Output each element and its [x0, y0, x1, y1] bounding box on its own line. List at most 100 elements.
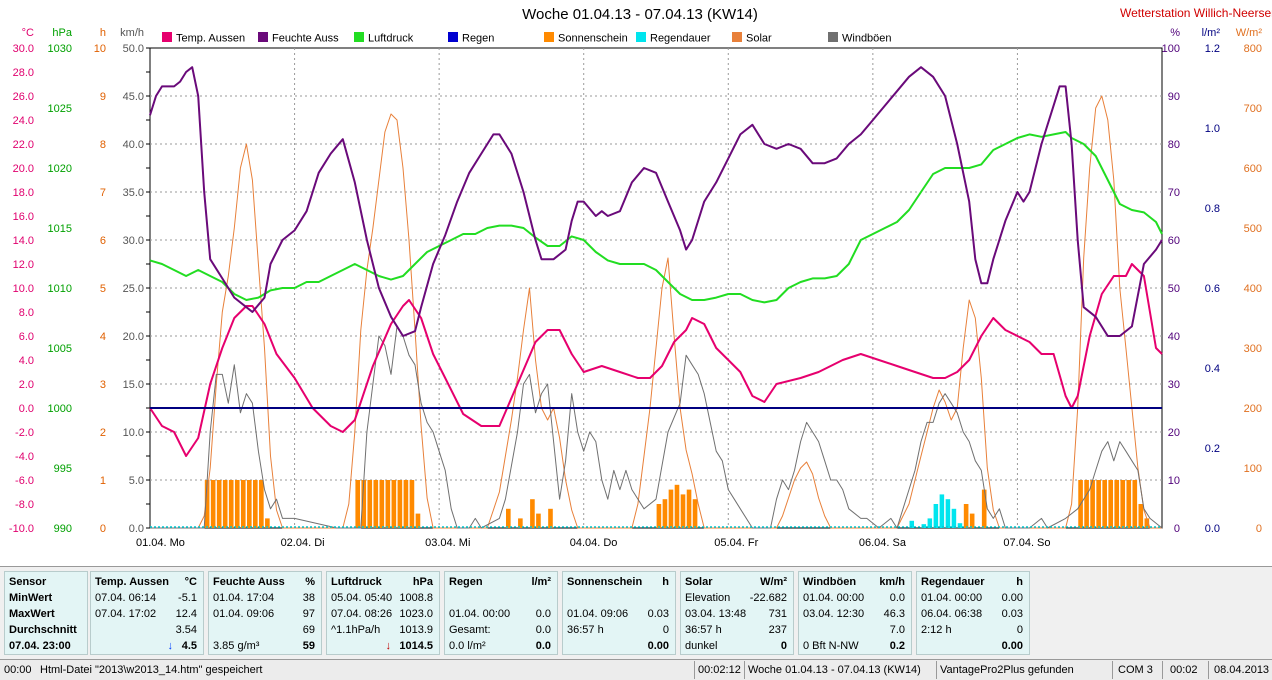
- sunshine-bar: [662, 499, 668, 528]
- axis-tick-label: 10.0: [123, 427, 144, 439]
- axis-tick-label: 20: [1168, 427, 1180, 439]
- status-date: 08.04.2013: [1214, 664, 1270, 676]
- sunshine-bar: [210, 480, 216, 528]
- legend-swatch: [732, 32, 742, 42]
- axis-tick-label: 16.0: [13, 211, 34, 223]
- stats-humid-max: 97: [302, 608, 315, 620]
- axis-tick-label: 60: [1168, 235, 1180, 247]
- stats-wind-min-time: 01.04. 00:00: [803, 592, 865, 604]
- axis-tick-label: 3: [100, 379, 106, 391]
- axis-tick-label: 30.0: [123, 235, 144, 247]
- legend-label: Luftdruck: [368, 33, 414, 45]
- stats-press-trend-icon: ↓: [385, 640, 392, 652]
- axis-tick-label: 26.0: [13, 91, 34, 103]
- sunshine-bar: [518, 518, 523, 528]
- sunshine-bar: [246, 480, 252, 528]
- status-separator: [694, 661, 695, 679]
- sunshine-bar: [204, 480, 210, 528]
- rain-duration-bar: [939, 494, 945, 528]
- legend-swatch: [162, 32, 172, 42]
- axis-tick-label: -10.0: [9, 523, 34, 535]
- axis-tick-label: 990: [54, 523, 72, 535]
- axis-tick-label: 700: [1244, 103, 1262, 115]
- stats-humid-current: 59: [302, 640, 315, 652]
- stats-sun-max-time: 01.04. 09:06: [567, 608, 629, 620]
- stats-wind-group: Windböen km/h 01.04. 00:00 0.0 03.04. 12…: [798, 571, 912, 655]
- series-line-feuchte-auss: [149, 66, 1163, 337]
- legend-swatch: [636, 32, 646, 42]
- stats-humid-group: Feuchte Auss % 01.04. 17:04 38 01.04. 09…: [208, 571, 322, 655]
- stats-solar-elev: -22.682: [749, 592, 787, 604]
- sunshine-bar: [409, 480, 415, 528]
- stats-temp-unit: °C: [184, 576, 197, 588]
- axis-tick-label: 90: [1168, 91, 1180, 103]
- plot-area: [149, 47, 1163, 529]
- stats-solar-max: 731: [768, 608, 787, 620]
- sunshine-bar: [253, 480, 258, 528]
- stats-min-label: MinWert: [9, 592, 53, 604]
- axis-tick-label: 6.0: [19, 331, 34, 343]
- legend: Temp. Aussen Feuchte Auss Luftdruck Regen So…: [162, 32, 892, 45]
- sunshine-bar: [692, 499, 698, 528]
- stats-current-time: 07.04. 23:00: [9, 640, 71, 652]
- stats-solar-state: dunkel: [685, 640, 718, 652]
- chart-title: Woche 01.04.13 - 07.04.13 (KW14): [522, 6, 758, 23]
- chart-svg: °C30.028.026.024.022.020.018.016.014.012…: [9, 27, 1262, 549]
- sunshine-bar: [1084, 480, 1089, 528]
- stats-press-header: Luftdruck: [331, 576, 382, 588]
- stats-raindur-total-label: 2:12 h: [921, 624, 952, 636]
- stats-press-max: 1023.0: [399, 608, 433, 620]
- stats-temp-min-time: 07.04. 06:14: [95, 592, 157, 604]
- axis-tick-label: 1030: [48, 43, 72, 55]
- legend-label: Feuchte Auss: [272, 33, 339, 45]
- sunshine-bar: [1144, 518, 1150, 528]
- stats-solar-avg-label: 36:57 h: [685, 624, 722, 636]
- axis-tick-label: 10: [1168, 475, 1180, 487]
- status-week: Woche 01.04.13 - 07.04.13 (KW14): [748, 664, 921, 676]
- stats-solar-header: Solar: [685, 576, 713, 588]
- status-port: COM 3: [1118, 664, 1153, 676]
- stats-temp-max-time: 07.04. 17:02: [95, 608, 157, 620]
- axis-tick-label: 15.0: [123, 379, 144, 391]
- axis-tick-label: -8.0: [15, 499, 34, 511]
- axis-tick-label: 100: [1162, 43, 1180, 55]
- sunshine-bar: [367, 480, 373, 528]
- stats-temp-trend-icon: ↓: [167, 640, 174, 652]
- sunshine-bar: [415, 513, 421, 528]
- axis-tick-label: 0.4: [1205, 363, 1220, 375]
- legend-label: Regen: [462, 33, 494, 45]
- stats-raindur-min-time: 01.04. 00:00: [921, 592, 983, 604]
- axis-tick-label: 0.0: [19, 403, 34, 415]
- stats-wind-max-time: 03.04. 12:30: [803, 608, 865, 620]
- sunshine-bar: [373, 480, 379, 528]
- rain-duration-bar: [909, 520, 915, 528]
- sunshine-bar: [674, 484, 680, 528]
- rain-duration-bar: [957, 523, 963, 528]
- sunshine-bar: [1138, 504, 1144, 528]
- status-separator: [1112, 661, 1113, 679]
- status-separator: [744, 661, 745, 679]
- sunshine-bar: [385, 480, 391, 528]
- axis-tick-label: 24.0: [13, 115, 34, 127]
- stats-humid-min-time: 01.04. 17:04: [213, 592, 275, 604]
- axis-tick-label: 20.0: [13, 163, 34, 175]
- legend-label: Regendauer: [650, 33, 711, 45]
- rain-duration-bar: [933, 504, 939, 528]
- axis-tick-label: 1010: [48, 283, 72, 295]
- sunshine-bar: [686, 489, 692, 528]
- legend-swatch: [544, 32, 554, 42]
- axis-tick-label: 25.0: [123, 283, 144, 295]
- stats-humid-abs: 3.85 g/m³: [213, 640, 260, 652]
- stats-temp-avg: 3.54: [175, 624, 197, 636]
- sunshine-bar: [355, 480, 361, 528]
- stats-solar-avg: 237: [768, 624, 787, 636]
- rain-duration-bar: [951, 508, 957, 528]
- stats-raindur-min: 0.00: [1001, 592, 1023, 604]
- axis-tick-label: 22.0: [13, 139, 34, 151]
- stats-solar-max-time: 03.04. 13:48: [685, 608, 747, 620]
- stats-sun-header: Sonnenschein: [567, 576, 643, 588]
- stats-solar-current: 0: [780, 640, 787, 652]
- series-line-solar: [150, 95, 1162, 529]
- stats-sensor-header: Sensor: [9, 576, 47, 588]
- stats-temp-current: 4.5: [181, 640, 197, 652]
